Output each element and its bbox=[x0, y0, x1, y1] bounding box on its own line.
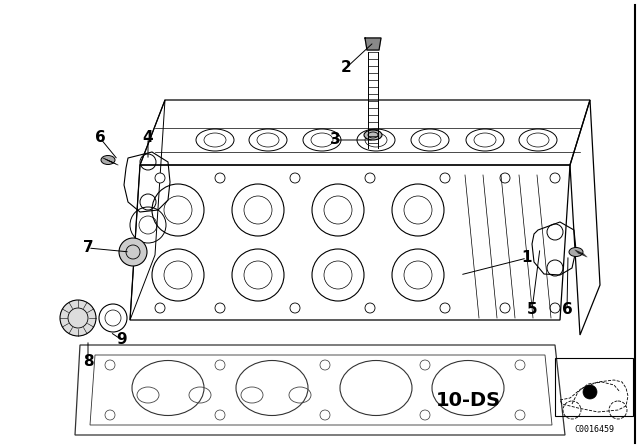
Circle shape bbox=[365, 173, 375, 183]
Text: 6: 6 bbox=[95, 130, 106, 146]
Text: 10-DS: 10-DS bbox=[435, 391, 500, 409]
Circle shape bbox=[440, 173, 450, 183]
Circle shape bbox=[290, 173, 300, 183]
Circle shape bbox=[583, 385, 597, 399]
Text: 8: 8 bbox=[83, 354, 93, 370]
Circle shape bbox=[500, 173, 510, 183]
Bar bbox=[555, 358, 633, 416]
Circle shape bbox=[215, 303, 225, 313]
Circle shape bbox=[60, 300, 96, 336]
Circle shape bbox=[550, 303, 560, 313]
Circle shape bbox=[500, 303, 510, 313]
Text: 9: 9 bbox=[116, 332, 127, 348]
Text: 2: 2 bbox=[340, 60, 351, 76]
Circle shape bbox=[290, 303, 300, 313]
Text: 5: 5 bbox=[527, 302, 538, 318]
Text: 3: 3 bbox=[330, 133, 340, 147]
Ellipse shape bbox=[101, 155, 115, 164]
Circle shape bbox=[440, 303, 450, 313]
Text: 1: 1 bbox=[522, 250, 532, 266]
Circle shape bbox=[119, 238, 147, 266]
Ellipse shape bbox=[569, 247, 583, 257]
Circle shape bbox=[550, 173, 560, 183]
Circle shape bbox=[215, 173, 225, 183]
Circle shape bbox=[155, 173, 165, 183]
Text: 4: 4 bbox=[143, 130, 154, 146]
Text: 7: 7 bbox=[83, 241, 93, 255]
Circle shape bbox=[155, 303, 165, 313]
Text: 6: 6 bbox=[562, 302, 572, 318]
Text: C0016459: C0016459 bbox=[574, 426, 614, 435]
Circle shape bbox=[365, 303, 375, 313]
Polygon shape bbox=[365, 38, 381, 50]
Ellipse shape bbox=[364, 130, 382, 140]
